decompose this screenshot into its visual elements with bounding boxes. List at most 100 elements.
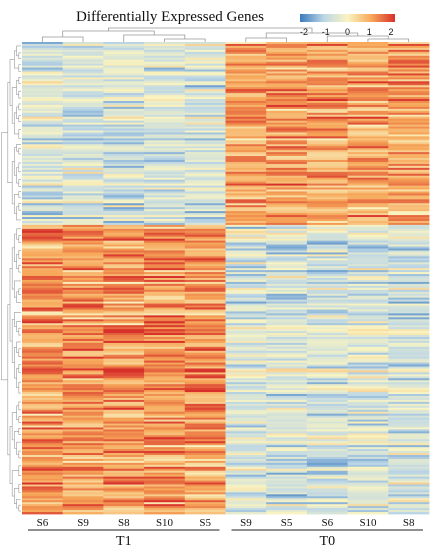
heatmap-cell	[62, 209, 104, 212]
heatmap-cell	[347, 313, 389, 316]
heatmap-cell	[62, 443, 104, 446]
heatmap-cell	[184, 366, 226, 369]
heatmap-cell	[388, 207, 430, 210]
heatmap-cell	[347, 177, 389, 181]
heatmap-cell	[347, 53, 389, 57]
heatmap-cell	[388, 413, 430, 417]
heatmap-cell	[22, 77, 64, 80]
heatmap-cell	[306, 437, 348, 440]
heatmap-cell	[103, 189, 145, 192]
heatmap-cell	[388, 260, 430, 263]
heatmap-cell	[22, 201, 64, 204]
heatmap-cell	[266, 134, 308, 137]
heatmap-cell	[144, 303, 186, 306]
heatmap-cell	[22, 488, 64, 491]
heatmap-cell	[266, 175, 308, 179]
heatmap-cell	[306, 506, 348, 509]
heatmap-cell	[347, 246, 389, 249]
heatmap-cell	[388, 173, 430, 177]
heatmap-cell	[184, 333, 226, 336]
heatmap-cell	[103, 293, 145, 297]
heatmap-cell	[103, 183, 145, 186]
heatmap-cell	[103, 480, 145, 483]
heatmap-cell	[184, 390, 226, 393]
heatmap-cell	[62, 138, 104, 141]
heatmap-cell	[306, 230, 348, 234]
heatmap-cell	[266, 57, 308, 61]
heatmap-cell	[266, 140, 308, 143]
heatmap-cell	[225, 470, 267, 474]
heatmap-cell	[266, 268, 308, 271]
heatmap-cell	[225, 209, 267, 212]
heatmap-cell	[62, 476, 104, 479]
heatmap-cell	[22, 366, 64, 369]
heatmap-cell	[225, 315, 267, 318]
heatmap-cell	[347, 128, 389, 131]
heatmap-cell	[266, 95, 308, 98]
heatmap-cell	[144, 177, 186, 181]
heatmap-cell	[144, 165, 186, 169]
heatmap-cell	[22, 205, 64, 208]
heatmap-cell	[388, 219, 430, 222]
heatmap-cell	[144, 409, 186, 413]
heatmap-cell	[388, 144, 430, 147]
heatmap-cell	[184, 337, 226, 340]
heatmap-cell	[225, 77, 267, 80]
heatmap-cell	[306, 490, 348, 493]
heatmap-cell	[306, 338, 348, 342]
heatmap-cell	[103, 366, 145, 369]
heatmap-cell	[347, 437, 389, 440]
heatmap-cell	[347, 57, 389, 61]
heatmap-cell	[62, 65, 104, 68]
heatmap-cell	[266, 99, 308, 102]
heatmap-cell	[103, 219, 145, 222]
heatmap-cell	[388, 510, 430, 513]
heatmap-cell	[266, 205, 308, 208]
heatmap-cell	[144, 276, 186, 279]
heatmap-cell	[347, 219, 389, 222]
heatmap-cell	[266, 344, 308, 348]
heatmap-cell	[306, 366, 348, 369]
heatmap-cell	[388, 132, 430, 135]
heatmap-cell	[22, 506, 64, 509]
heatmap-cell	[388, 445, 430, 448]
heatmap-cell	[62, 281, 104, 285]
heatmap-cell	[306, 177, 348, 181]
heatmap-cell	[62, 370, 104, 373]
heatmap-cell	[144, 425, 186, 428]
heatmap-cell	[225, 102, 267, 106]
heatmap-cell	[306, 468, 348, 472]
heatmap-cell	[144, 203, 186, 206]
heatmap-cell	[266, 350, 308, 354]
heatmap-cell	[306, 382, 348, 385]
heatmap-cell	[103, 165, 145, 169]
column-label: S10	[156, 517, 174, 529]
heatmap-cell	[225, 344, 267, 348]
heatmap-cell	[103, 445, 145, 448]
heatmap-cell	[347, 321, 389, 324]
heatmap-cell	[388, 494, 430, 497]
heatmap-cell	[62, 146, 104, 149]
heatmap-cell	[225, 364, 267, 367]
heatmap-cell	[225, 285, 267, 289]
heatmap-cell	[388, 97, 430, 100]
heatmap-cell	[62, 49, 104, 53]
heatmap-cell	[347, 144, 389, 147]
heatmap-cell	[347, 384, 389, 387]
heatmap-cell	[225, 69, 267, 72]
heatmap-cell	[144, 301, 186, 304]
heatmap-cell	[388, 220, 430, 224]
heatmap-cell	[22, 203, 64, 206]
heatmap-cell	[306, 384, 348, 387]
heatmap-cell	[225, 187, 267, 190]
heatmap-cell	[184, 338, 226, 342]
heatmap-cell	[266, 370, 308, 373]
heatmap-cell	[62, 346, 104, 350]
heatmap-cell	[225, 374, 267, 377]
heatmap-cell	[184, 382, 226, 385]
heatmap-cell	[103, 215, 145, 218]
heatmap-cell	[347, 340, 389, 344]
heatmap-cell	[22, 321, 64, 324]
heatmap-cell	[266, 87, 308, 90]
heatmap-cell	[306, 374, 348, 377]
